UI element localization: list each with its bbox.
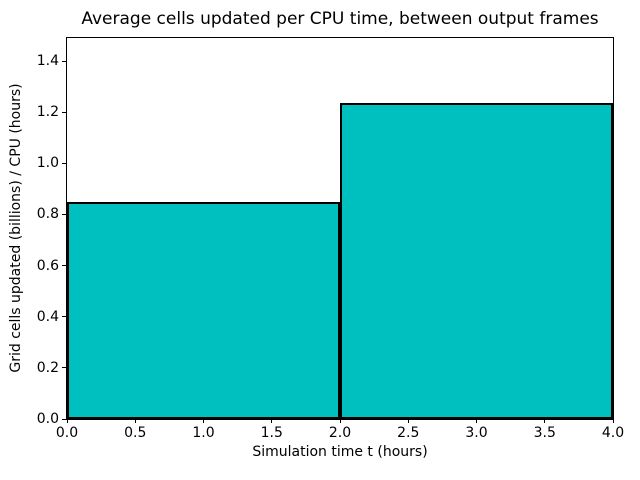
y-axis-label: Grid cells updated (billions) / CPU (hou… <box>8 83 24 373</box>
chart-title: Average cells updated per CPU time, betw… <box>81 9 599 29</box>
y-tick-label: 1.4 <box>36 53 59 69</box>
bar <box>67 201 340 419</box>
plot-area: 0.0 0.5 1.0 1.5 2.0 2.5 3.0 3.5 4.0 0.0 0.2 0.4 0.6 0… <box>37 37 624 441</box>
y-tick-mark <box>62 316 67 318</box>
x-tick-label: 2.5 <box>397 425 420 441</box>
y-tick-label: 0.6 <box>36 257 59 274</box>
x-tick-label: 3.0 <box>465 425 488 441</box>
x-tick-label: 0.0 <box>55 425 79 441</box>
x-tick-mark <box>339 419 341 423</box>
x-tick-mark <box>612 419 614 423</box>
x-tick-mark <box>407 419 409 423</box>
y-tick-mark <box>62 60 67 62</box>
x-tick-label: 3.5 <box>533 425 556 441</box>
x-tick-label: 4.0 <box>601 425 625 441</box>
y-tick-label: 1.0 <box>36 155 59 172</box>
y-tick-mark <box>62 367 67 369</box>
x-tick-mark <box>66 419 68 423</box>
x-axis-label: Simulation time t (hours) <box>252 444 428 460</box>
y-tick-label: 0.0 <box>36 411 59 427</box>
x-tick-mark <box>476 419 477 423</box>
y-tick-mark <box>62 162 67 164</box>
x-tick-label: 1.5 <box>260 425 283 441</box>
y-tick-label: 0.4 <box>36 308 59 325</box>
y-tick-mark <box>62 111 67 113</box>
x-tick-mark <box>203 419 204 423</box>
y-tick-mark <box>62 418 67 420</box>
x-tick-mark <box>544 419 546 423</box>
y-tick-label: 0.2 <box>36 359 59 376</box>
y-tick-mark <box>62 213 67 215</box>
y-tick-label: 1.2 <box>36 104 59 121</box>
x-tick-label: 1.0 <box>192 425 215 441</box>
x-tick-label: 0.5 <box>124 425 147 441</box>
bar <box>340 103 613 419</box>
x-tick-mark <box>271 419 273 423</box>
x-tick-mark <box>134 419 136 423</box>
x-tick-label: 2.0 <box>328 425 352 441</box>
y-tick-label: 0.8 <box>36 206 59 223</box>
y-tick-mark <box>62 265 67 267</box>
